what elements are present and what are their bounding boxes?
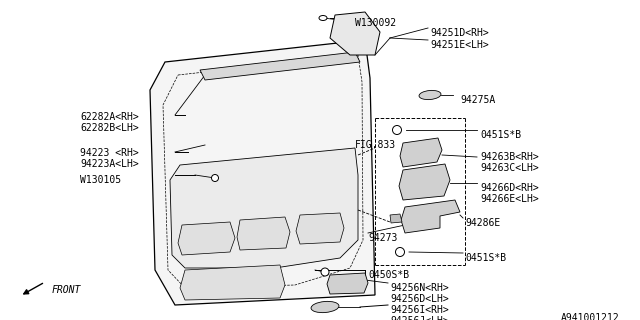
Text: A941001212: A941001212 bbox=[561, 313, 620, 320]
Polygon shape bbox=[150, 40, 375, 305]
Text: 94223A<LH>: 94223A<LH> bbox=[80, 159, 139, 169]
Text: 62282A<RH>: 62282A<RH> bbox=[80, 112, 139, 122]
Ellipse shape bbox=[311, 301, 339, 313]
Text: 62282B<LH>: 62282B<LH> bbox=[80, 123, 139, 133]
Text: 94256N<RH>: 94256N<RH> bbox=[390, 283, 449, 293]
Text: 94263B<RH>: 94263B<RH> bbox=[480, 152, 539, 162]
Ellipse shape bbox=[392, 125, 401, 134]
Polygon shape bbox=[237, 217, 290, 250]
Text: 94266E<LH>: 94266E<LH> bbox=[480, 194, 539, 204]
Polygon shape bbox=[330, 12, 380, 55]
Text: 0450S*B: 0450S*B bbox=[368, 270, 409, 280]
Polygon shape bbox=[400, 138, 442, 167]
Polygon shape bbox=[180, 265, 285, 300]
Text: 94286E: 94286E bbox=[465, 218, 500, 228]
Text: 0451S*B: 0451S*B bbox=[465, 253, 506, 263]
Text: FRONT: FRONT bbox=[52, 285, 81, 295]
Text: 0451S*B: 0451S*B bbox=[480, 130, 521, 140]
Ellipse shape bbox=[419, 91, 441, 100]
Text: 94251D<RH>: 94251D<RH> bbox=[430, 28, 489, 38]
Polygon shape bbox=[178, 222, 235, 255]
Text: 94256I<RH>: 94256I<RH> bbox=[390, 305, 449, 315]
Text: 94256J<LH>: 94256J<LH> bbox=[390, 316, 449, 320]
Polygon shape bbox=[200, 52, 360, 80]
Polygon shape bbox=[296, 213, 344, 244]
Text: 94275A: 94275A bbox=[460, 95, 495, 105]
Text: 94263C<LH>: 94263C<LH> bbox=[480, 163, 539, 173]
Polygon shape bbox=[399, 164, 450, 200]
Ellipse shape bbox=[321, 268, 329, 276]
Text: FIG.833: FIG.833 bbox=[355, 140, 396, 150]
Polygon shape bbox=[327, 273, 368, 294]
Ellipse shape bbox=[211, 174, 218, 181]
Text: 94273: 94273 bbox=[368, 233, 397, 243]
Polygon shape bbox=[401, 200, 460, 233]
Text: 94256D<LH>: 94256D<LH> bbox=[390, 294, 449, 304]
Ellipse shape bbox=[396, 247, 404, 257]
Text: W130105: W130105 bbox=[80, 175, 121, 185]
Polygon shape bbox=[170, 148, 358, 268]
Text: 94266D<RH>: 94266D<RH> bbox=[480, 183, 539, 193]
Polygon shape bbox=[390, 214, 402, 223]
Ellipse shape bbox=[319, 15, 327, 20]
Text: 94251E<LH>: 94251E<LH> bbox=[430, 40, 489, 50]
Text: 94223 <RH>: 94223 <RH> bbox=[80, 148, 139, 158]
Text: W130092: W130092 bbox=[355, 18, 396, 28]
